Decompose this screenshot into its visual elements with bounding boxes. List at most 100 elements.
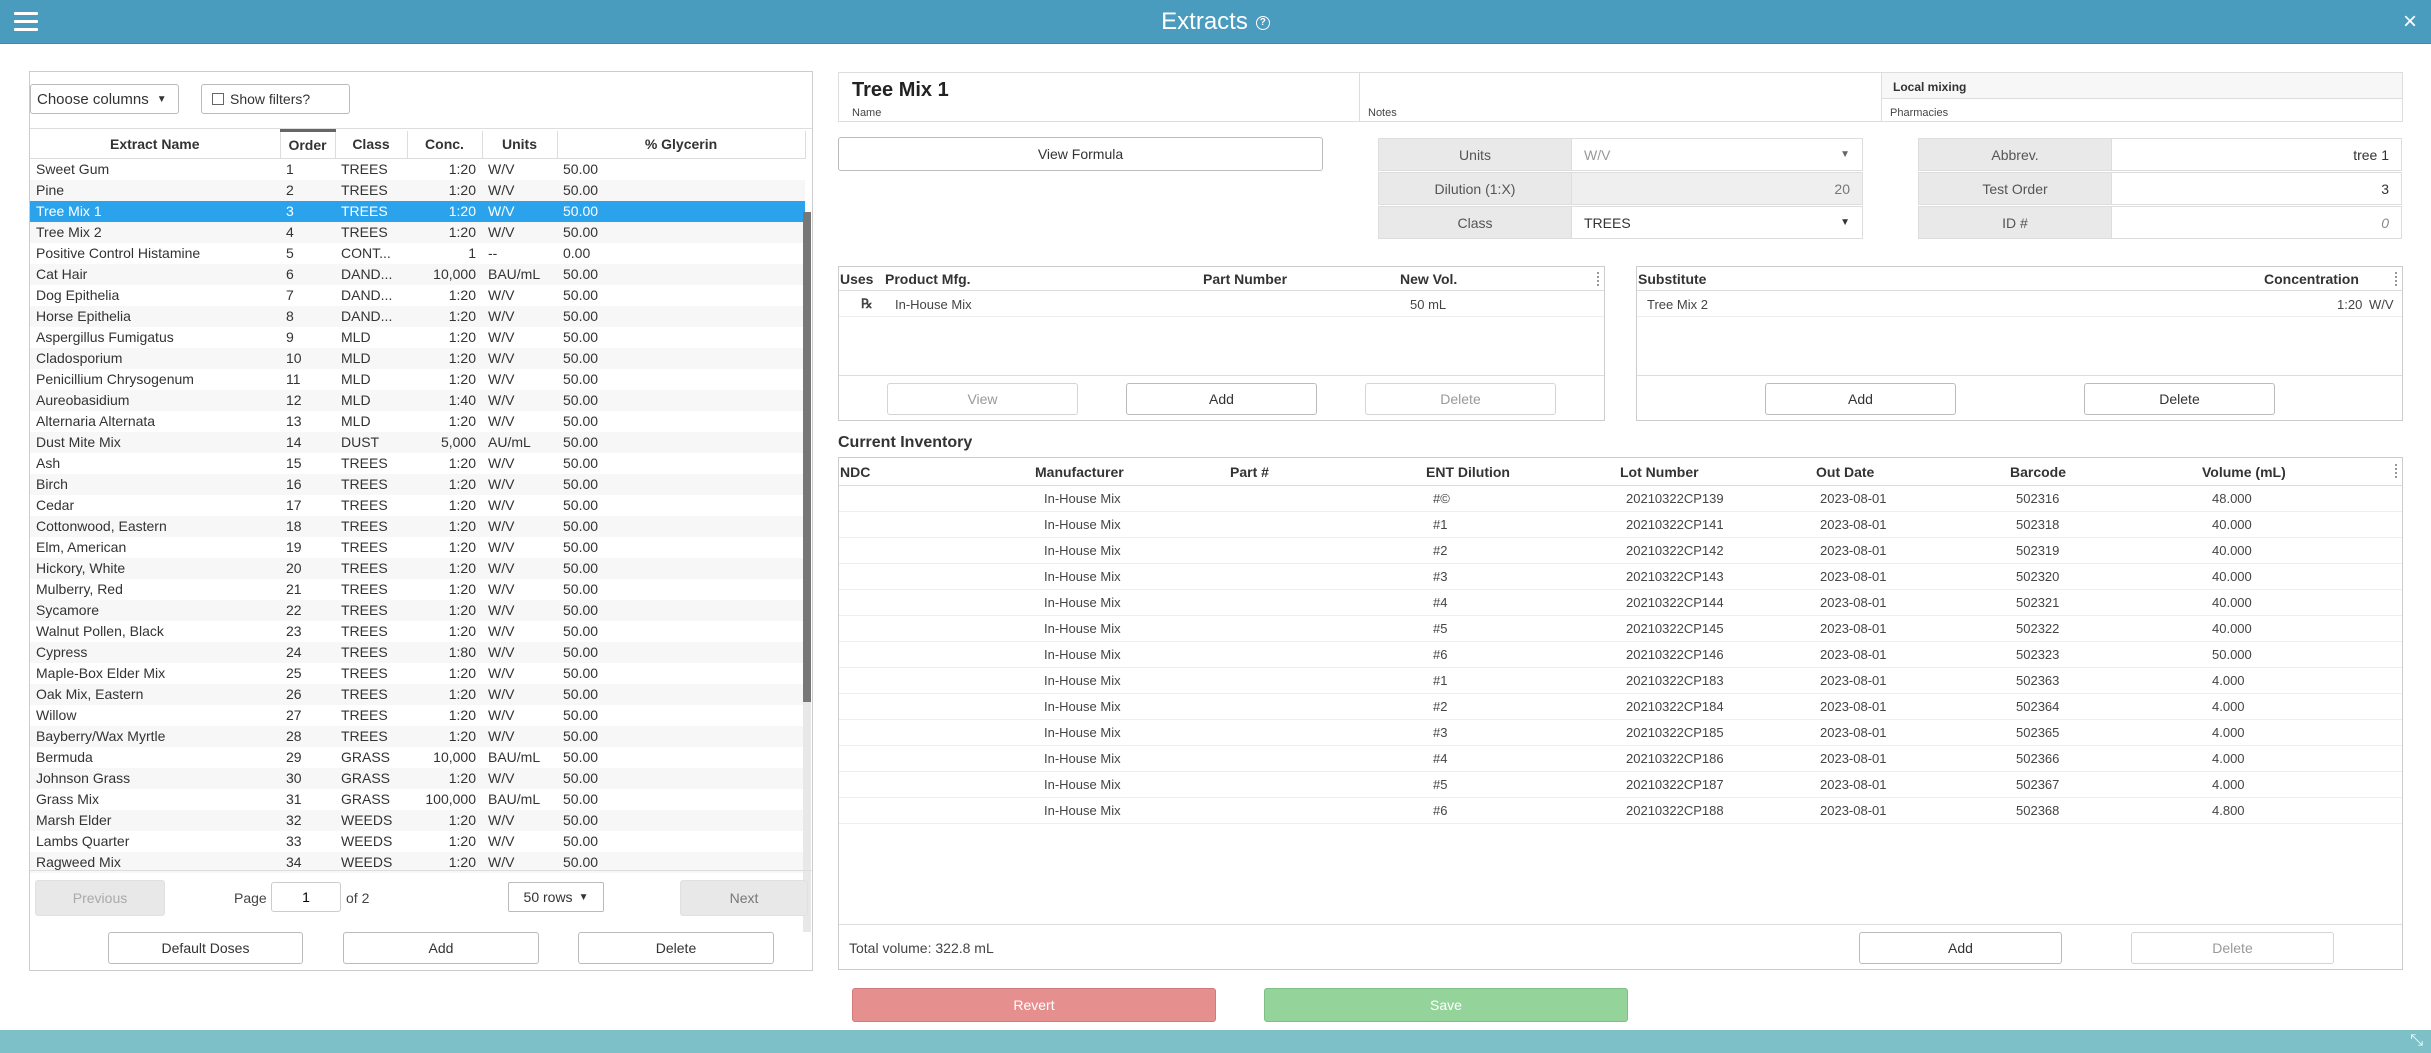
question-circle-icon[interactable]: ? bbox=[1255, 15, 1270, 30]
inventory-row[interactable]: In-House Mix #2 20210322CP184 2023-08-01 502… bbox=[839, 694, 2402, 720]
column-menu-icon[interactable] bbox=[2395, 272, 2399, 286]
add-substitute-button[interactable]: Add bbox=[1765, 383, 1956, 415]
add-inventory-button[interactable]: Add bbox=[1859, 932, 2062, 964]
extract-row[interactable]: Willow 27 TREES 1:20 W/V 50.00 bbox=[30, 705, 805, 726]
inventory-row[interactable]: In-House Mix #5 20210322CP187 2023-08-01 502… bbox=[839, 772, 2402, 798]
previous-page-button[interactable]: Previous bbox=[35, 880, 165, 916]
inventory-row[interactable]: In-House Mix #6 20210322CP146 2023-08-01 502… bbox=[839, 642, 2402, 668]
grid-scrollbar[interactable] bbox=[803, 212, 811, 932]
extract-row[interactable]: Bermuda 29 GRASS 10,000 BAU/mL 50.00 bbox=[30, 747, 805, 768]
extract-row[interactable]: Aspergillus Fumigatus 9 MLD 1:20 W/V 50.00 bbox=[30, 327, 805, 348]
col-new-vol[interactable]: New Vol. bbox=[1400, 271, 1458, 287]
extract-row[interactable]: Cottonwood, Eastern 18 TREES 1:20 W/V 50.00 bbox=[30, 515, 805, 537]
close-icon[interactable]: × bbox=[2402, 8, 2417, 35]
extract-row[interactable]: Marsh Elder 32 WEEDS 1:20 W/V 50.00 bbox=[30, 809, 805, 831]
col-ent-dilution[interactable]: ENT Dilution bbox=[1426, 464, 1510, 480]
col-concentration[interactable]: Concentration bbox=[2264, 271, 2359, 287]
col-part[interactable]: Part # bbox=[1230, 464, 1269, 480]
revert-button[interactable]: Revert bbox=[852, 988, 1216, 1022]
extract-row[interactable]: Horse Epithelia 8 DAND... 1:20 W/V 50.00 bbox=[30, 305, 805, 327]
extract-row[interactable]: Cladosporium 10 MLD 1:20 W/V 50.00 bbox=[30, 347, 805, 369]
col-barcode[interactable]: Barcode bbox=[2010, 464, 2067, 480]
extract-row[interactable]: Tree Mix 2 4 TREES 1:20 W/V 50.00 bbox=[30, 221, 805, 243]
inventory-row[interactable]: In-House Mix #5 20210322CP145 2023-08-01 502… bbox=[839, 616, 2402, 642]
delete-inventory-button[interactable]: Delete bbox=[2131, 932, 2334, 964]
abbrev-input[interactable]: tree 1 bbox=[2111, 138, 2402, 171]
inventory-row[interactable]: In-House Mix #1 20210322CP141 2023-08-01 502… bbox=[839, 512, 2402, 538]
extract-row[interactable]: Grass Mix 31 GRASS 100,000 BAU/mL 50.00 bbox=[30, 789, 805, 810]
column-menu-icon[interactable] bbox=[2395, 464, 2399, 478]
extract-row[interactable]: Walnut Pollen, Black 23 TREES 1:20 W/V 50.00 bbox=[30, 621, 805, 642]
next-page-button[interactable]: Next bbox=[680, 880, 808, 916]
col-out-date[interactable]: Out Date bbox=[1816, 464, 1875, 480]
col-product-mfg[interactable]: Product Mfg. bbox=[885, 271, 971, 287]
substitute-row[interactable]: Tree Mix 2 1:20 W/V bbox=[1637, 291, 2402, 317]
extract-row[interactable]: Birch 16 TREES 1:20 W/V 50.00 bbox=[30, 473, 805, 495]
extract-row[interactable]: Dog Epithelia 7 DAND... 1:20 W/V 50.00 bbox=[30, 285, 805, 306]
extract-row[interactable]: Pine 2 TREES 1:20 W/V 50.00 bbox=[30, 179, 805, 201]
extract-row[interactable]: Mulberry, Red 21 TREES 1:20 W/V 50.00 bbox=[30, 579, 805, 600]
extract-row[interactable]: Sweet Gum 1 TREES 1:20 W/V 50.00 bbox=[30, 159, 805, 180]
hamburger-menu-icon[interactable] bbox=[14, 12, 38, 32]
delete-substitute-button[interactable]: Delete bbox=[2084, 383, 2275, 415]
delete-uses-button[interactable]: Delete bbox=[1365, 383, 1556, 415]
extract-row[interactable]: Penicillium Chrysogenum 11 MLD 1:20 W/V 50.00 bbox=[30, 369, 805, 390]
extract-row[interactable]: Johnson Grass 30 GRASS 1:20 W/V 50.00 bbox=[30, 767, 805, 789]
extract-row[interactable]: Tree Mix 1 3 TREES 1:20 W/V 50.00 bbox=[30, 200, 805, 222]
extract-row[interactable]: Hickory, White 20 TREES 1:20 W/V 50.00 bbox=[30, 557, 805, 579]
extract-row[interactable]: Ash 15 TREES 1:20 W/V 50.00 bbox=[30, 453, 805, 474]
extract-row[interactable]: Alternaria Alternata 13 MLD 1:20 W/V 50.00 bbox=[30, 411, 805, 432]
show-filters-toggle[interactable]: Show filters? bbox=[201, 84, 350, 114]
extract-row[interactable]: Cat Hair 6 DAND... 10,000 BAU/mL 50.00 bbox=[30, 263, 805, 285]
col-ndc[interactable]: NDC bbox=[840, 464, 871, 480]
col-extract-name[interactable]: Extract Name bbox=[30, 130, 281, 159]
extract-row[interactable]: Elm, American 19 TREES 1:20 W/V 50.00 bbox=[30, 537, 805, 558]
extract-row[interactable]: Cedar 17 TREES 1:20 W/V 50.00 bbox=[30, 495, 805, 516]
id-input[interactable]: 0 bbox=[2111, 206, 2402, 239]
uses-row[interactable]: ℞ In-House Mix 50 mL bbox=[839, 291, 1604, 317]
inventory-row[interactable]: In-House Mix #3 20210322CP143 2023-08-01 502… bbox=[839, 564, 2402, 590]
view-uses-button[interactable]: View bbox=[887, 383, 1078, 415]
default-doses-button[interactable]: Default Doses bbox=[108, 932, 303, 964]
extract-row[interactable]: Lambs Quarter 33 WEEDS 1:20 W/V 50.00 bbox=[30, 831, 805, 852]
inventory-row[interactable]: In-House Mix #2 20210322CP142 2023-08-01 502… bbox=[839, 538, 2402, 564]
resize-icon[interactable]: ⤡ bbox=[2410, 1032, 2423, 1049]
inventory-row[interactable]: In-House Mix #1 20210322CP183 2023-08-01 502… bbox=[839, 668, 2402, 694]
add-extract-button[interactable]: Add bbox=[343, 932, 539, 964]
extract-row[interactable]: Aureobasidium 12 MLD 1:40 W/V 50.00 bbox=[30, 389, 805, 411]
view-formula-button[interactable]: View Formula bbox=[838, 137, 1323, 171]
extract-row[interactable]: Ragweed Mix 34 WEEDS 1:20 W/V 50.00 bbox=[30, 851, 805, 873]
show-filters-checkbox[interactable] bbox=[212, 93, 224, 105]
extract-row[interactable]: Dust Mite Mix 14 DUST 5,000 AU/mL 50.00 bbox=[30, 431, 805, 453]
extract-row[interactable]: Bayberry/Wax Myrtle 28 TREES 1:20 W/V 50.00 bbox=[30, 725, 805, 747]
page-number-input[interactable] bbox=[271, 882, 341, 912]
extract-row[interactable]: Oak Mix, Eastern 26 TREES 1:20 W/V 50.00 bbox=[30, 683, 805, 705]
inventory-row[interactable]: In-House Mix #© 20210322CP139 2023-08-01 502… bbox=[839, 486, 2402, 512]
choose-columns-dropdown[interactable]: Choose columns ▼ bbox=[30, 84, 179, 114]
class-select[interactable]: TREES ▼ bbox=[1571, 206, 1863, 239]
col-volume[interactable]: Volume (mL) bbox=[2202, 464, 2286, 480]
add-uses-button[interactable]: Add bbox=[1126, 383, 1317, 415]
units-select[interactable]: W/V ▼ bbox=[1571, 138, 1863, 171]
notes-field[interactable]: Notes bbox=[1360, 73, 1882, 121]
col-part-number[interactable]: Part Number bbox=[1203, 271, 1288, 287]
col-class[interactable]: Class bbox=[335, 130, 408, 159]
test-order-input[interactable]: 3 bbox=[2111, 172, 2402, 205]
delete-extract-button[interactable]: Delete bbox=[578, 932, 774, 964]
name-field[interactable]: Tree Mix 1 Name bbox=[839, 73, 1360, 121]
col-order[interactable]: Order bbox=[280, 129, 336, 159]
inventory-row[interactable]: In-House Mix #6 20210322CP188 2023-08-01 502… bbox=[839, 798, 2402, 824]
pharmacies-field[interactable]: Local mixing Pharmacies bbox=[1882, 73, 2402, 121]
extract-row[interactable]: Sycamore 22 TREES 1:20 W/V 50.00 bbox=[30, 599, 805, 621]
extract-row[interactable]: Cypress 24 TREES 1:80 W/V 50.00 bbox=[30, 641, 805, 663]
column-menu-icon[interactable] bbox=[1597, 272, 1601, 286]
col-uses[interactable]: Uses bbox=[840, 271, 874, 287]
save-button[interactable]: Save bbox=[1264, 988, 1628, 1022]
inventory-row[interactable]: In-House Mix #4 20210322CP144 2023-08-01 502… bbox=[839, 590, 2402, 616]
extract-row[interactable]: Positive Control Histamine 5 CONT... 1 -- 0.0… bbox=[30, 243, 805, 264]
col-manufacturer[interactable]: Manufacturer bbox=[1035, 464, 1124, 480]
col-glycerin[interactable]: % Glycerin bbox=[557, 130, 806, 159]
col-conc[interactable]: Conc. bbox=[407, 130, 483, 159]
extract-row[interactable]: Maple-Box Elder Mix 25 TREES 1:20 W/V 50.00 bbox=[30, 663, 805, 684]
rows-per-page-select[interactable]: 50 rows ▼ bbox=[508, 882, 604, 912]
